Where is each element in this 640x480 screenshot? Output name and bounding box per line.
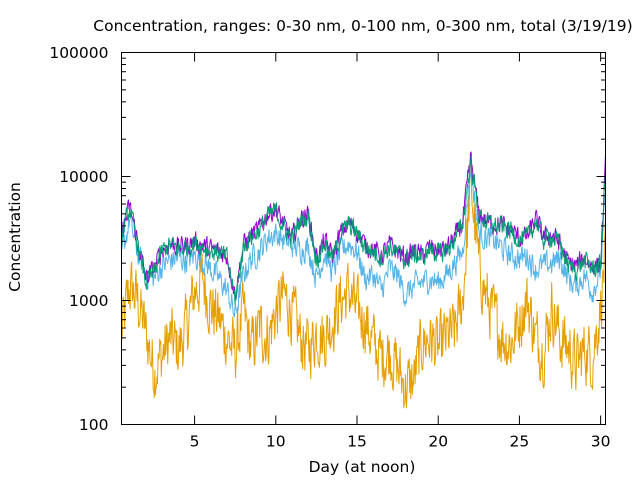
y-axis-label: Concentration [6,182,24,292]
x-axis-label: Day (at noon) [309,458,416,476]
x-tick-label: 15 [347,433,367,451]
y-tick-label: 100000 [49,44,108,62]
x-tick-label: 10 [266,433,286,451]
ticks-layer: 100 1000 10000 100000 5 10 15 20 25 30 [49,44,610,451]
chart-title: Concentration, ranges: 0-30 nm, 0-100 nm… [93,17,632,35]
series-line-0-300nm [121,151,606,300]
x-tick-label: 25 [510,433,530,451]
x-tick-label: 5 [190,433,200,451]
y-tick-label: 1000 [69,292,108,310]
series-line-total [121,155,606,305]
x-tick-label: 20 [428,433,448,451]
series-layer [121,151,606,409]
y-tick-label: 100 [79,416,109,434]
x-tick-label: 30 [591,433,611,451]
series-line-0-30nm [121,159,606,409]
y-tick-label: 10000 [59,168,108,186]
series-line-0-100nm [121,164,606,318]
plot-frame [121,52,606,425]
